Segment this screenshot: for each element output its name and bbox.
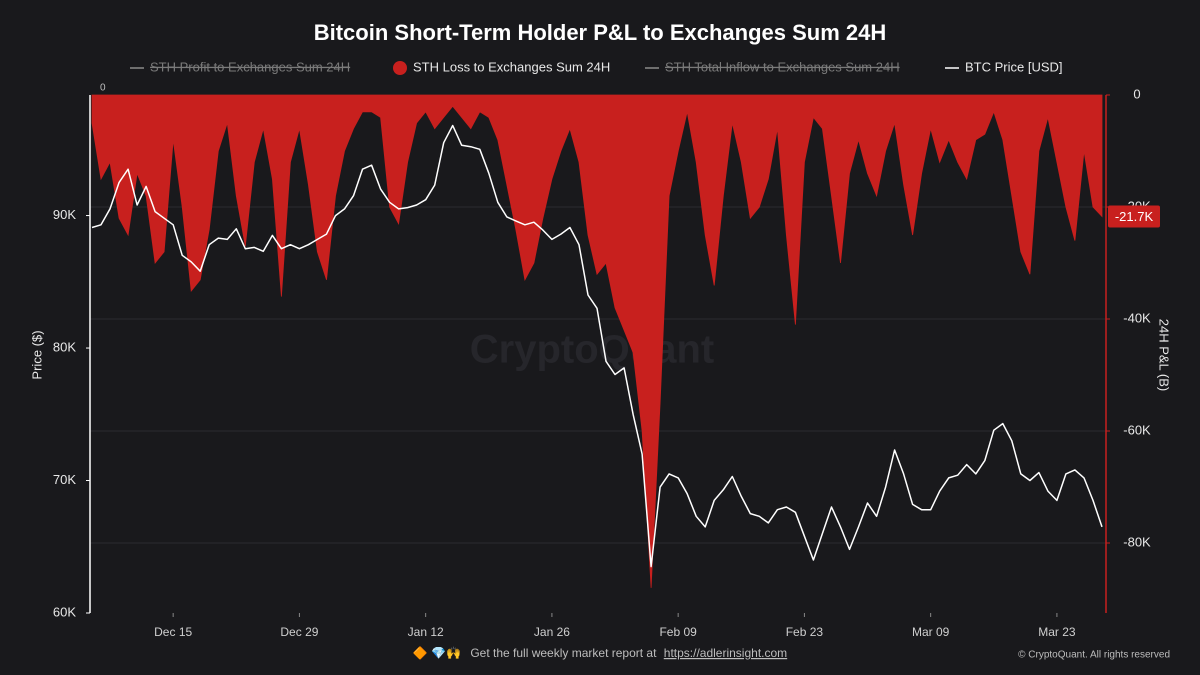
last-value-label: -21.7K [1115, 209, 1154, 224]
last-value-box [1108, 205, 1160, 228]
y-axis-label: Price ($) [29, 330, 44, 379]
watermark: CryptoQuant [470, 328, 714, 372]
y2-tick-label: -40K [1123, 310, 1151, 325]
x-tick-label: Jan 12 [408, 625, 444, 639]
legend-label[interactable]: STH Loss to Exchanges Sum 24H [413, 59, 610, 74]
x-tick-label: Feb 09 [659, 625, 697, 639]
y2-tick-label: -60K [1123, 422, 1151, 437]
y-tick-label: 90K [53, 207, 76, 222]
chart-title: Bitcoin Short-Term Holder P&L to Exchang… [314, 20, 887, 45]
x-tick-label: Feb 23 [786, 625, 824, 639]
x-tick-label: Dec 15 [154, 625, 192, 639]
copyright: © CryptoQuant. All rights reserved [1018, 650, 1170, 661]
x-tick-label: Jan 26 [534, 625, 570, 639]
footer-text: Get the full weekly market report at [470, 646, 657, 660]
footer-link[interactable]: https://adlerinsight.com [664, 646, 787, 660]
legend-label[interactable]: STH Total Inflow to Exchanges Sum 24H [665, 59, 900, 74]
x-tick-label: Mar 23 [1038, 625, 1076, 639]
price-line [91, 124, 1103, 568]
legend-label[interactable]: BTC Price [USD] [965, 59, 1063, 74]
y-tick-label: 70K [53, 472, 76, 487]
loss-area [91, 94, 1103, 588]
y2-tick-label: 0 [1133, 86, 1140, 101]
corner-label: 0 [100, 83, 106, 94]
y-tick-label: 60K [53, 604, 76, 619]
x-tick-label: Dec 29 [280, 625, 318, 639]
y2-tick-label: -80K [1123, 534, 1151, 549]
y-tick-label: 80K [53, 339, 76, 354]
footer: 🔶 💎🙌 Get the full weekly market report a… [413, 646, 787, 660]
x-tick-label: Mar 09 [912, 625, 950, 639]
footer-icons: 🔶 💎🙌 [413, 646, 461, 660]
legend-swatch [393, 61, 407, 75]
legend-label[interactable]: STH Profit to Exchanges Sum 24H [150, 59, 350, 74]
y2-axis-label: 24H P&L (B) [1157, 319, 1172, 392]
